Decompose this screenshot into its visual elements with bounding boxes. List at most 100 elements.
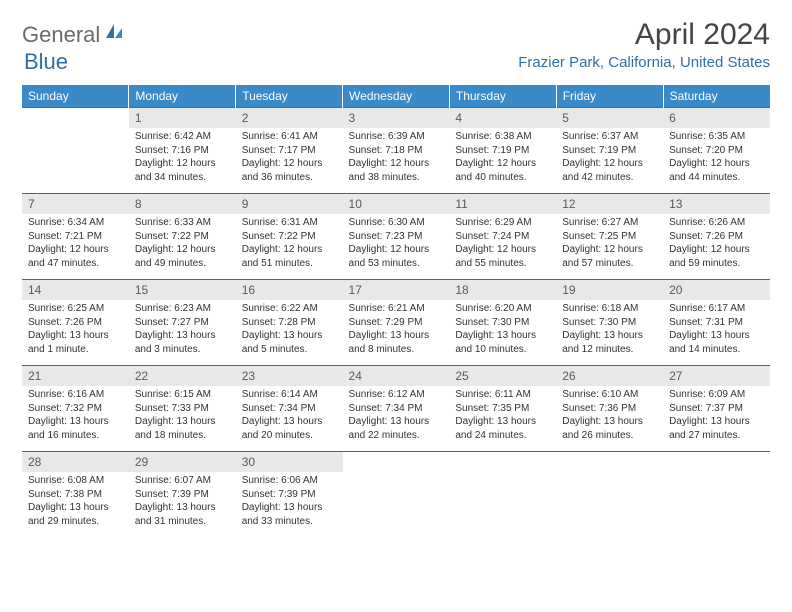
calendar-day-cell: 17Sunrise: 6:21 AMSunset: 7:29 PMDayligh… (343, 280, 450, 366)
calendar-day-cell: 27Sunrise: 6:09 AMSunset: 7:37 PMDayligh… (663, 366, 770, 452)
calendar-grid: Sunday Monday Tuesday Wednesday Thursday… (22, 85, 770, 538)
day-info-line: Sunrise: 6:12 AM (349, 388, 444, 402)
day-content: Sunrise: 6:37 AMSunset: 7:19 PMDaylight:… (556, 128, 663, 188)
day-info-line: Daylight: 13 hours (562, 415, 657, 429)
day-number: 25 (449, 366, 556, 386)
day-info-line: Daylight: 13 hours (349, 329, 444, 343)
calendar-day-cell: 26Sunrise: 6:10 AMSunset: 7:36 PMDayligh… (556, 366, 663, 452)
day-info-line: and 26 minutes. (562, 429, 657, 443)
day-info-line: Daylight: 13 hours (135, 329, 230, 343)
day-content: Sunrise: 6:34 AMSunset: 7:21 PMDaylight:… (22, 214, 129, 274)
day-number: 3 (343, 108, 450, 128)
calendar-day-cell: 18Sunrise: 6:20 AMSunset: 7:30 PMDayligh… (449, 280, 556, 366)
day-info-line: Daylight: 13 hours (135, 501, 230, 515)
day-info-line: and 1 minute. (28, 343, 123, 357)
calendar-day-cell: 10Sunrise: 6:30 AMSunset: 7:23 PMDayligh… (343, 194, 450, 280)
day-info-line: Daylight: 12 hours (135, 243, 230, 257)
day-content: Sunrise: 6:25 AMSunset: 7:26 PMDaylight:… (22, 300, 129, 360)
day-content: Sunrise: 6:14 AMSunset: 7:34 PMDaylight:… (236, 386, 343, 446)
day-info-line: and 12 minutes. (562, 343, 657, 357)
day-info-line: and 57 minutes. (562, 257, 657, 271)
day-info-line: and 29 minutes. (28, 515, 123, 529)
day-info-line: Sunset: 7:36 PM (562, 402, 657, 416)
day-number: 24 (343, 366, 450, 386)
month-title: April 2024 (518, 18, 770, 52)
day-content: Sunrise: 6:16 AMSunset: 7:32 PMDaylight:… (22, 386, 129, 446)
day-number: 9 (236, 194, 343, 214)
day-info-line: Sunrise: 6:09 AM (669, 388, 764, 402)
day-info-line: Sunrise: 6:31 AM (242, 216, 337, 230)
calendar-day-cell: 29Sunrise: 6:07 AMSunset: 7:39 PMDayligh… (129, 452, 236, 538)
day-number: 23 (236, 366, 343, 386)
day-number: 27 (663, 366, 770, 386)
day-info-line: Sunrise: 6:08 AM (28, 474, 123, 488)
day-info-line: and 5 minutes. (242, 343, 337, 357)
day-content: Sunrise: 6:12 AMSunset: 7:34 PMDaylight:… (343, 386, 450, 446)
day-content: Sunrise: 6:35 AMSunset: 7:20 PMDaylight:… (663, 128, 770, 188)
day-info-line: and 14 minutes. (669, 343, 764, 357)
calendar-day-cell (343, 452, 450, 538)
day-info-line: and 55 minutes. (455, 257, 550, 271)
calendar-day-cell: 24Sunrise: 6:12 AMSunset: 7:34 PMDayligh… (343, 366, 450, 452)
calendar-body: 1Sunrise: 6:42 AMSunset: 7:16 PMDaylight… (22, 108, 770, 538)
day-info-line: Sunrise: 6:23 AM (135, 302, 230, 316)
calendar-week-row: 28Sunrise: 6:08 AMSunset: 7:38 PMDayligh… (22, 452, 770, 538)
day-info-line: Sunset: 7:19 PM (455, 144, 550, 158)
day-info-line: Sunrise: 6:22 AM (242, 302, 337, 316)
day-content: Sunrise: 6:15 AMSunset: 7:33 PMDaylight:… (129, 386, 236, 446)
day-info-line: Sunset: 7:39 PM (242, 488, 337, 502)
day-info-line: Daylight: 12 hours (135, 157, 230, 171)
day-info-line: Sunset: 7:17 PM (242, 144, 337, 158)
day-info-line: Sunrise: 6:10 AM (562, 388, 657, 402)
day-number: 12 (556, 194, 663, 214)
day-info-line: Sunset: 7:24 PM (455, 230, 550, 244)
day-info-line: Sunrise: 6:29 AM (455, 216, 550, 230)
day-info-line: Sunset: 7:27 PM (135, 316, 230, 330)
day-info-line: Sunset: 7:19 PM (562, 144, 657, 158)
title-block: April 2024 Frazier Park, California, Uni… (518, 18, 770, 71)
calendar-day-cell: 21Sunrise: 6:16 AMSunset: 7:32 PMDayligh… (22, 366, 129, 452)
day-info-line: Sunrise: 6:27 AM (562, 216, 657, 230)
day-content: Sunrise: 6:22 AMSunset: 7:28 PMDaylight:… (236, 300, 343, 360)
calendar-week-row: 21Sunrise: 6:16 AMSunset: 7:32 PMDayligh… (22, 366, 770, 452)
day-info-line: Sunrise: 6:25 AM (28, 302, 123, 316)
day-content: Sunrise: 6:20 AMSunset: 7:30 PMDaylight:… (449, 300, 556, 360)
day-info-line: and 40 minutes. (455, 171, 550, 185)
day-info-line: Sunset: 7:26 PM (669, 230, 764, 244)
day-number: 8 (129, 194, 236, 214)
day-number: 28 (22, 452, 129, 472)
day-number: 20 (663, 280, 770, 300)
day-content: Sunrise: 6:09 AMSunset: 7:37 PMDaylight:… (663, 386, 770, 446)
day-number: 6 (663, 108, 770, 128)
day-content: Sunrise: 6:26 AMSunset: 7:26 PMDaylight:… (663, 214, 770, 274)
day-header-sat: Saturday (663, 85, 770, 108)
day-header-fri: Friday (556, 85, 663, 108)
day-info-line: and 18 minutes. (135, 429, 230, 443)
day-header-thu: Thursday (449, 85, 556, 108)
day-content: Sunrise: 6:17 AMSunset: 7:31 PMDaylight:… (663, 300, 770, 360)
calendar-day-cell: 25Sunrise: 6:11 AMSunset: 7:35 PMDayligh… (449, 366, 556, 452)
day-info-line: Sunrise: 6:17 AM (669, 302, 764, 316)
day-info-line: Daylight: 13 hours (455, 329, 550, 343)
day-info-line: Daylight: 13 hours (349, 415, 444, 429)
day-info-line: Sunrise: 6:14 AM (242, 388, 337, 402)
calendar-day-cell: 11Sunrise: 6:29 AMSunset: 7:24 PMDayligh… (449, 194, 556, 280)
day-number: 11 (449, 194, 556, 214)
day-info-line: Sunset: 7:30 PM (455, 316, 550, 330)
day-header-tue: Tuesday (236, 85, 343, 108)
day-info-line: and 24 minutes. (455, 429, 550, 443)
day-info-line: Daylight: 12 hours (562, 157, 657, 171)
day-info-line: Sunrise: 6:38 AM (455, 130, 550, 144)
day-info-line: Daylight: 12 hours (28, 243, 123, 257)
day-content: Sunrise: 6:08 AMSunset: 7:38 PMDaylight:… (22, 472, 129, 532)
day-info-line: Sunset: 7:38 PM (28, 488, 123, 502)
calendar-day-cell: 16Sunrise: 6:22 AMSunset: 7:28 PMDayligh… (236, 280, 343, 366)
day-info-line: Daylight: 13 hours (242, 329, 337, 343)
calendar-week-row: 14Sunrise: 6:25 AMSunset: 7:26 PMDayligh… (22, 280, 770, 366)
day-info-line: Daylight: 12 hours (669, 243, 764, 257)
day-info-line: Sunset: 7:23 PM (349, 230, 444, 244)
calendar-day-cell: 8Sunrise: 6:33 AMSunset: 7:22 PMDaylight… (129, 194, 236, 280)
day-content: Sunrise: 6:27 AMSunset: 7:25 PMDaylight:… (556, 214, 663, 274)
calendar-day-cell: 7Sunrise: 6:34 AMSunset: 7:21 PMDaylight… (22, 194, 129, 280)
calendar-day-cell (663, 452, 770, 538)
